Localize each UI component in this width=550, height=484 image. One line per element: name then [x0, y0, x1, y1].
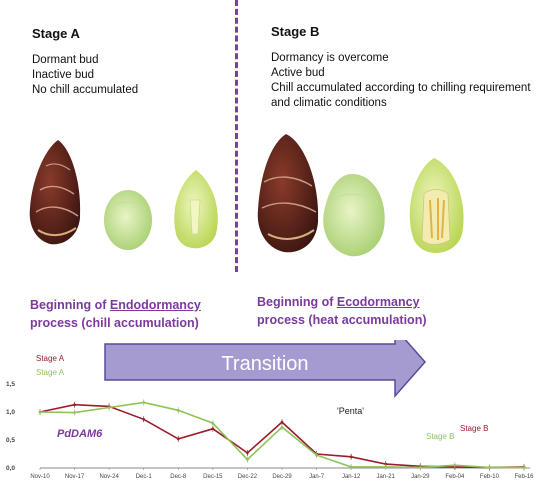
data-point — [384, 465, 388, 469]
green-bud-icon — [323, 174, 385, 257]
endo-prefix: Beginning of — [30, 298, 110, 312]
data-point — [315, 453, 318, 457]
dissected-active-bud-icon — [409, 158, 464, 253]
x-tick-label: Jan-29 — [411, 474, 430, 480]
data-point — [73, 411, 76, 414]
stage-a-title: Stage A — [32, 26, 80, 41]
series-label-stage-a-green: Stage A — [36, 368, 65, 377]
x-tick-label: Dec-15 — [203, 474, 223, 480]
stage-a-line-1: Dormant bud — [32, 54, 99, 66]
data-point — [246, 458, 249, 461]
variety-label: 'Penta' — [337, 406, 364, 416]
stage-divider — [235, 0, 238, 272]
x-tick-label: Nov-17 — [65, 474, 85, 480]
x-tick-label: Dec-22 — [238, 474, 258, 480]
data-point — [349, 465, 353, 469]
stage-b-block: Stage B Dormancy is overcome Active bud … — [271, 24, 531, 111]
x-tick-label: Dec-1 — [136, 474, 153, 480]
transition-label: Transition — [221, 353, 308, 375]
ecodormancy-phase: Beginning of Ecodormancy process (heat a… — [257, 293, 427, 329]
x-tick-label: Nov-24 — [99, 474, 119, 480]
data-point — [280, 420, 284, 424]
data-point — [211, 421, 215, 425]
data-point — [176, 409, 180, 412]
chart-series — [38, 399, 526, 471]
endodormancy-phase: Beginning of Endodormancy process (chill… — [30, 296, 201, 332]
dissected-bud-icon — [174, 170, 218, 249]
data-point — [453, 463, 457, 467]
chart-axes: Nov-10 Nov-17 Nov-24 Dec-1 Dec-8 Dec-15 Dec-22… — [6, 381, 534, 480]
data-point — [522, 466, 526, 469]
pale-bud-icon — [104, 190, 152, 250]
series-end-label-stage-b-red: Stage B — [460, 424, 488, 433]
data-point — [280, 425, 284, 429]
data-point — [107, 406, 111, 409]
x-tick-label: Jan-7 — [309, 474, 325, 480]
series-end-label-stage-b-green: Stage B — [426, 432, 454, 441]
x-tick-label: Dec-29 — [272, 474, 292, 480]
stage-a-line-2: Inactive bud — [32, 69, 95, 81]
data-point — [211, 427, 215, 431]
expression-chart: Transition Nov-10 Nov-17 Nov-24 Dec-1 Dec-8 D… — [6, 340, 534, 480]
endodormancy-word: Endodormancy — [109, 298, 201, 312]
eco-prefix: Beginning of — [257, 295, 337, 309]
data-point — [142, 401, 146, 404]
y-tick-label: 1,5 — [6, 381, 15, 388]
stage-b-title: Stage B — [271, 24, 320, 39]
data-point — [246, 451, 249, 455]
data-point — [349, 455, 353, 459]
stage-b-line-1: Dormancy is overcome — [271, 52, 389, 64]
x-tick-label: Feb-04 — [445, 474, 465, 480]
gene-label: PdDAM6 — [57, 428, 103, 440]
data-point — [142, 417, 146, 421]
x-tick-label: Jan-12 — [342, 474, 361, 480]
x-tick-label: Jan-21 — [377, 474, 396, 480]
y-tick-label: 1,0 — [6, 409, 15, 416]
stage-b-line-4: and climatic conditions — [271, 97, 387, 109]
data-point — [418, 466, 422, 469]
endo-line-2: process (chill accumulation) — [30, 316, 199, 330]
transition-arrow: Transition — [104, 340, 427, 398]
data-point — [73, 403, 76, 407]
dormant-bud-icon — [29, 140, 81, 245]
stage-b-line-2: Active bud — [271, 67, 325, 79]
ecodormancy-word: Ecodormancy — [336, 295, 420, 309]
y-tick-label: 0,0 — [6, 465, 15, 472]
stage-a-block: Stage A Dormant bud Inactive bud No chil… — [32, 26, 138, 98]
x-tick-label: Feb-10 — [480, 474, 500, 480]
eco-line-2: process (heat accumulation) — [257, 313, 427, 327]
data-point — [38, 410, 42, 414]
data-point — [176, 437, 180, 441]
series-label-stage-a-red: Stage A — [36, 354, 65, 363]
data-point — [488, 466, 491, 469]
stage-a-line-3: No chill accumulated — [32, 84, 139, 96]
x-tick-label: Dec-8 — [170, 474, 187, 480]
x-tick-label: Feb-16 — [514, 474, 534, 480]
y-tick-label: 0,5 — [6, 437, 15, 444]
x-tick-label: Nov-10 — [30, 474, 50, 480]
active-bud-icon — [257, 134, 319, 253]
bud-illustrations — [29, 134, 464, 257]
stage-b-line-3: Chill accumulated according to chilling … — [271, 82, 531, 94]
